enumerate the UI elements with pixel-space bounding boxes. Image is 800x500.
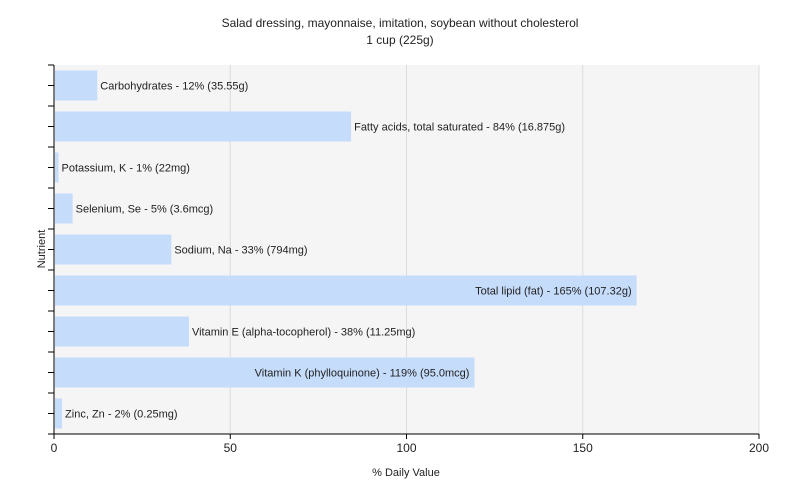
x-axis-label: % Daily Value bbox=[372, 467, 440, 479]
x-tick-label: 200 bbox=[749, 441, 769, 455]
axes: 0 50 100 150 200 bbox=[48, 64, 769, 455]
bar-data-label: Zinc, Zn - 2% (0.25mg) bbox=[65, 409, 177, 421]
bar bbox=[55, 152, 59, 183]
x-tick-label: 150 bbox=[573, 441, 593, 455]
bar-data-label: Vitamin E (alpha-tocopherol) - 38% (11.2… bbox=[192, 327, 415, 339]
x-tick-label: 50 bbox=[224, 441, 238, 455]
bar-data-label: Potassium, K - 1% (22mg) bbox=[62, 163, 190, 175]
bars: Carbohydrates - 12% (35.55g) Fatty acids,… bbox=[55, 70, 637, 429]
bar bbox=[55, 275, 637, 306]
bar bbox=[55, 234, 172, 265]
bar bbox=[55, 111, 352, 142]
bar-data-label: Selenium, Se - 5% (3.6mcg) bbox=[76, 204, 214, 216]
bar bbox=[55, 398, 63, 429]
bar-data-label: Carbohydrates - 12% (35.55g) bbox=[100, 81, 248, 93]
bar-data-label: Sodium, Na - 33% (794mg) bbox=[174, 245, 307, 257]
x-tick-label: 100 bbox=[396, 441, 416, 455]
y-axis-label: Nutrient bbox=[36, 230, 48, 269]
bar bbox=[55, 316, 189, 347]
bar-data-label: Fatty acids, total saturated - 84% (16.8… bbox=[354, 122, 565, 134]
chart-title: Salad dressing, mayonnaise, imitation, s… bbox=[222, 16, 579, 30]
bar bbox=[55, 193, 73, 224]
chart-subtitle: 1 cup (225g) bbox=[366, 33, 433, 47]
bar bbox=[55, 70, 98, 101]
bar bbox=[55, 357, 475, 388]
bar-data-label: Total lipid (fat) - 165% (107.32g) bbox=[475, 286, 632, 298]
bar-data-label: Vitamin K (phylloquinone) - 119% (95.0mc… bbox=[255, 368, 470, 380]
x-tick-label: 0 bbox=[51, 441, 58, 455]
